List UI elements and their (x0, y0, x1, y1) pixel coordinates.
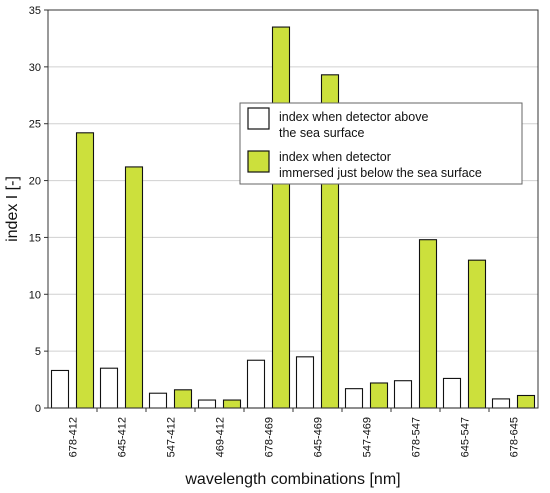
y-tick-label: 15 (29, 232, 41, 244)
bar-immersed (516, 394, 536, 409)
bar-immersed (222, 399, 242, 409)
y-tick-label: 20 (29, 176, 41, 188)
x-tick-label: 547-412 (166, 417, 178, 457)
legend-label-above-line2: the sea surface (279, 126, 365, 140)
bar-above-surface (344, 388, 364, 409)
y-tick-label: 10 (29, 289, 41, 301)
x-tick-label: 678-412 (68, 417, 80, 457)
y-tick-label: 35 (29, 5, 41, 17)
legend-label-immersed-line2: immersed just below the sea surface (279, 166, 482, 180)
bar-above-surface (148, 392, 168, 409)
x-tick-label: 645-412 (117, 417, 129, 457)
y-tick-label: 30 (29, 62, 41, 74)
bar-immersed (467, 259, 487, 409)
legend: index when detector above the sea surfac… (239, 102, 523, 185)
x-tick-label: 678-469 (264, 417, 276, 457)
x-tick-label: 645-469 (313, 417, 325, 457)
bar-immersed (173, 389, 193, 409)
bar-above-surface (491, 398, 511, 409)
bar-immersed (75, 132, 95, 409)
x-tick-label: 469-412 (215, 417, 227, 457)
bars (50, 26, 536, 409)
bar-immersed (369, 382, 389, 409)
legend-label-immersed-line1: index when detector (279, 150, 391, 164)
plot-frame (47, 9, 539, 409)
bar-above-surface (246, 359, 266, 409)
bar-immersed (271, 26, 291, 409)
legend-swatch-above (247, 107, 270, 130)
x-axis-title: wavelength combinations [nm] (184, 471, 400, 488)
legend-swatch-immersed (247, 150, 270, 173)
x-ticks: 678-412 645-412 547-412 469-412 678-469 645-4… (68, 408, 521, 457)
y-tick-label: 25 (29, 119, 41, 131)
x-tick-label: 678-645 (509, 417, 521, 457)
legend-box (239, 102, 523, 185)
x-tick-label: 547-469 (362, 417, 374, 457)
bar-above-surface (99, 367, 119, 409)
y-axis-title: index I [-] (4, 176, 21, 242)
bar-immersed (124, 166, 144, 409)
legend-label-above-line1: index when detector above (279, 110, 428, 124)
bar-above-surface (295, 356, 315, 409)
y-tick-label: 5 (35, 346, 41, 358)
bar-immersed (418, 239, 438, 409)
bar-above-surface (50, 369, 70, 409)
y-ticks: 0 5 10 15 20 25 30 35 (29, 5, 48, 415)
bar-above-surface (197, 399, 217, 409)
bar-above-surface (393, 380, 413, 409)
x-tick-label: 645-547 (460, 417, 472, 457)
y-tick-label: 0 (35, 403, 41, 415)
x-tick-label: 678-547 (411, 417, 423, 457)
bar-above-surface (442, 377, 462, 409)
